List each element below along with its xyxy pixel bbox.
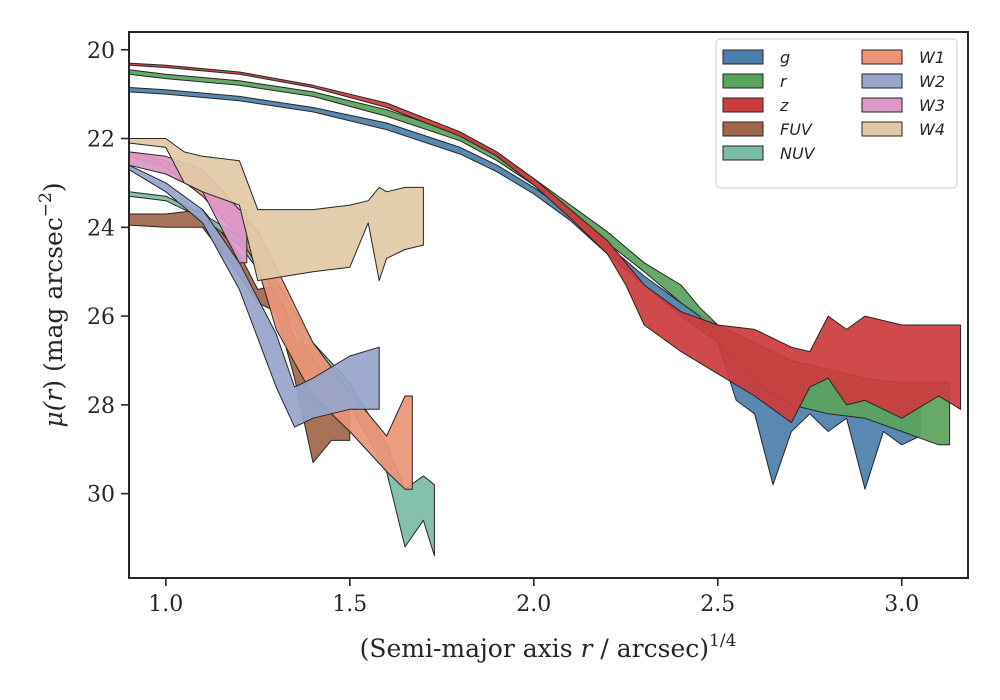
legend-label: W1 (919, 48, 945, 67)
legend-label: W2 (919, 72, 945, 91)
x-tick-label: 2.5 (700, 592, 735, 617)
x-tick-label: 3.0 (884, 592, 919, 617)
legend-item-w2: W2 (861, 72, 945, 91)
legend-label: z (779, 96, 789, 115)
legend-swatch (722, 145, 764, 161)
y-tick-label: 20 (87, 39, 115, 64)
plot-frame (128, 31, 969, 579)
y-tick-label: 30 (87, 483, 115, 508)
legend-item-w4: W4 (861, 120, 945, 139)
y-tick-label: 28 (87, 394, 115, 419)
legend-label: FUV (780, 120, 813, 139)
legend-label: W3 (919, 96, 945, 115)
legend-swatch (722, 121, 764, 137)
legend-item-fuv: FUV (722, 120, 813, 139)
legend-swatch (861, 97, 903, 113)
legend-label: g (780, 48, 790, 67)
legend-item-g: g (722, 48, 790, 67)
legend-swatch (722, 49, 764, 65)
band-w4 (128, 138, 424, 282)
legend-swatch (861, 49, 903, 65)
legend-label: W4 (919, 120, 945, 139)
legend-swatch (722, 97, 764, 113)
y-tick-label: 24 (87, 216, 115, 241)
ticks-layer: 1.0 1.5 2.0 2.5 3.0 20 22 24 26 28 30 (87, 39, 919, 617)
x-tick-label: 1.5 (332, 592, 367, 617)
legend-swatch (861, 73, 903, 89)
bands-layer (128, 62, 962, 557)
legend: grz FUV NUV W1 W2 W3 W4 (715, 38, 958, 189)
legend-item-r: r (722, 72, 788, 91)
legend-label: r (780, 72, 788, 91)
legend-item-w1: W1 (861, 48, 945, 67)
legend-item-nuv: NUV (722, 144, 816, 163)
legend-swatch (722, 73, 764, 89)
x-tick-label: 2.0 (516, 592, 551, 617)
x-axis-title: (Semi-major axis r / arcsec)1/4 (360, 631, 737, 663)
band-z (128, 62, 962, 424)
x-tick-label: 1.0 (148, 592, 183, 617)
y-axis-title: μ(r) (mag arcsec−2) (36, 182, 68, 427)
y-tick-label: 22 (87, 128, 115, 153)
legend-swatch (861, 121, 903, 137)
legend-item-z: z (722, 96, 789, 115)
legend-label: NUV (780, 144, 816, 163)
legend-item-w3: W3 (861, 96, 945, 115)
y-tick-label: 26 (87, 305, 115, 330)
